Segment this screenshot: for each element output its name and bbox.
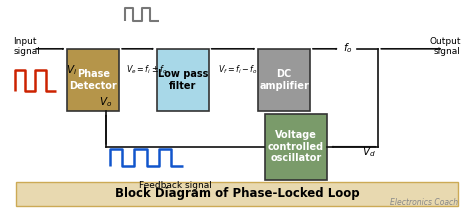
- Text: Low pass
filter: Low pass filter: [158, 69, 208, 90]
- Text: DC
amplifier: DC amplifier: [259, 69, 309, 90]
- FancyBboxPatch shape: [16, 182, 458, 205]
- Text: Output
signal: Output signal: [429, 37, 461, 56]
- FancyBboxPatch shape: [157, 49, 209, 111]
- Text: $V_f = f_i - f_o$: $V_f = f_i - f_o$: [218, 63, 258, 76]
- Text: $f_o$: $f_o$: [343, 41, 353, 55]
- Text: $V_o$: $V_o$: [100, 95, 113, 109]
- Text: Input
signal: Input signal: [13, 37, 40, 56]
- Text: $V_e = f_i \pm f_o$: $V_e = f_i \pm f_o$: [126, 63, 167, 76]
- Text: $V_i$: $V_i$: [65, 63, 77, 77]
- Text: Electronics Coach: Electronics Coach: [391, 198, 458, 206]
- FancyBboxPatch shape: [67, 49, 119, 111]
- Text: $V_d$: $V_d$: [362, 145, 375, 159]
- FancyBboxPatch shape: [258, 49, 310, 111]
- Text: Feedback signal: Feedback signal: [139, 181, 212, 190]
- Text: Voltage
controlled
oscillator: Voltage controlled oscillator: [268, 130, 324, 163]
- FancyBboxPatch shape: [265, 114, 327, 180]
- Text: Phase
Detector: Phase Detector: [69, 69, 117, 90]
- Text: Block Diagram of Phase-Locked Loop: Block Diagram of Phase-Locked Loop: [115, 187, 359, 200]
